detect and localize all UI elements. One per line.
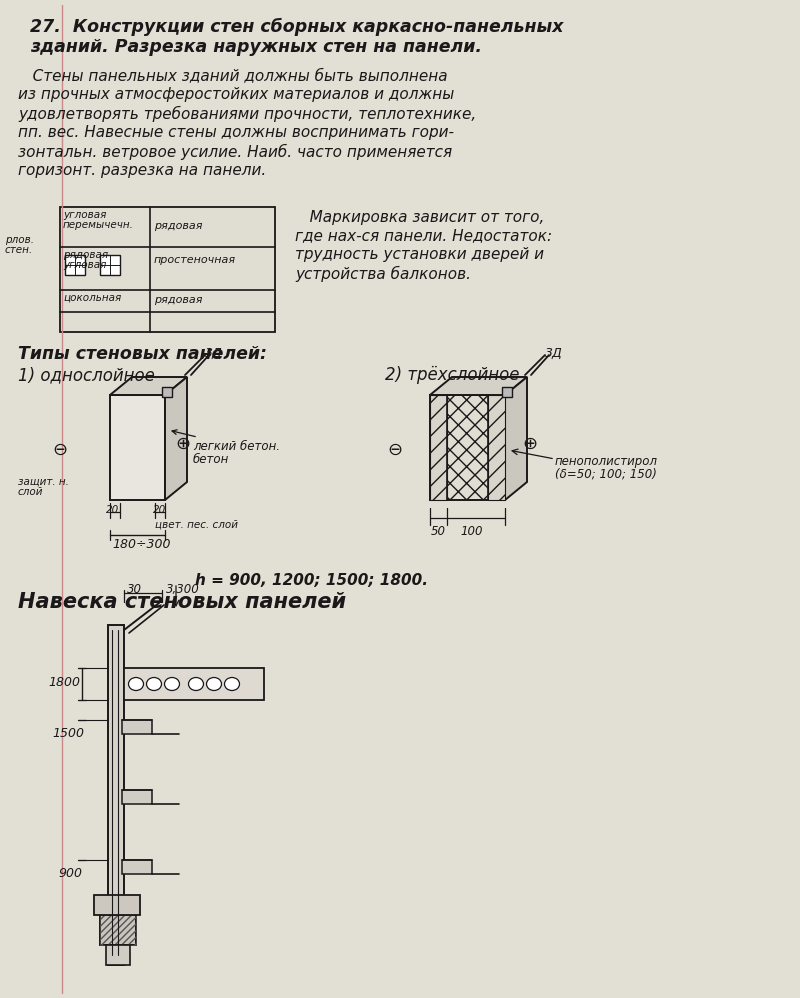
Ellipse shape <box>165 678 179 691</box>
Bar <box>106 945 130 965</box>
Text: 20: 20 <box>153 505 166 515</box>
Text: Маркировка зависит от того,: Маркировка зависит от того, <box>295 210 544 225</box>
Text: рядовая: рядовая <box>154 221 202 231</box>
Ellipse shape <box>146 678 162 691</box>
Text: h = 900, 1200; 1500; 1800.: h = 900, 1200; 1500; 1800. <box>195 573 428 588</box>
Polygon shape <box>488 395 505 500</box>
Bar <box>122 790 152 804</box>
Text: Стены панельных зданий должны быть выполнена: Стены панельных зданий должны быть выпол… <box>18 68 448 83</box>
Bar <box>100 915 136 945</box>
Text: легкий бетон.: легкий бетон. <box>172 430 280 453</box>
Text: Типы стеновых панелей:: Типы стеновых панелей: <box>18 345 267 363</box>
Text: (δ=50; 100; 150): (δ=50; 100; 150) <box>555 468 657 481</box>
Text: 1500: 1500 <box>52 727 84 740</box>
Polygon shape <box>110 377 187 395</box>
Text: 50: 50 <box>431 525 446 538</box>
Text: горизонт. разрезка на панели.: горизонт. разрезка на панели. <box>18 163 266 178</box>
Text: Навеска стеновых панелей: Навеска стеновых панелей <box>18 592 346 612</box>
Polygon shape <box>430 395 447 500</box>
Polygon shape <box>165 377 187 500</box>
Bar <box>100 255 120 275</box>
Text: из прочных атмосферостойких материалов и должны: из прочных атмосферостойких материалов и… <box>18 87 454 102</box>
Text: зонтальн. ветровое усилие. Наиб. часто применяется: зонтальн. ветровое усилие. Наиб. часто п… <box>18 144 452 160</box>
Text: пенополистирол: пенополистирол <box>555 455 658 468</box>
Text: ⊖: ⊖ <box>53 441 67 459</box>
Text: 27.  Конструкции стен сборных каркасно-панельных: 27. Конструкции стен сборных каркасно-па… <box>30 18 563 36</box>
Text: перемычечн.: перемычечн. <box>63 220 134 230</box>
Text: угловая: угловая <box>63 260 106 270</box>
Text: 1) однослойное: 1) однослойное <box>18 366 155 384</box>
Text: удовлетворять требованиями прочности, теплотехнике,: удовлетворять требованиями прочности, те… <box>18 106 476 122</box>
Bar <box>122 860 152 874</box>
Text: 1800: 1800 <box>48 676 80 689</box>
Bar <box>124 668 264 700</box>
Ellipse shape <box>189 678 203 691</box>
Text: трудность установки дверей и: трудность установки дверей и <box>295 247 544 262</box>
Bar <box>108 625 124 965</box>
Text: зданий. Разрезка наружных стен на панели.: зданий. Разрезка наружных стен на панели… <box>30 38 482 56</box>
Polygon shape <box>162 387 172 397</box>
Text: слой: слой <box>18 487 43 497</box>
Ellipse shape <box>206 678 222 691</box>
Text: 180÷300: 180÷300 <box>112 538 170 551</box>
Text: 20: 20 <box>106 505 119 515</box>
Text: цокольная: цокольная <box>63 293 122 303</box>
Text: рядовая: рядовая <box>154 295 202 305</box>
Text: бетон: бетон <box>193 453 230 466</box>
Text: 2) трёхслойное: 2) трёхслойное <box>385 366 519 384</box>
Text: простеночная: простеночная <box>154 255 236 265</box>
Text: пп. вес. Навесные стены должны воспринимать гори-: пп. вес. Навесные стены должны восприним… <box>18 125 454 140</box>
Text: ⊕: ⊕ <box>522 435 538 453</box>
Polygon shape <box>110 395 165 500</box>
Text: рлов.: рлов. <box>5 235 34 245</box>
Text: 3Д: 3Д <box>545 347 562 360</box>
Ellipse shape <box>129 678 143 691</box>
Text: 100: 100 <box>460 525 482 538</box>
Text: ⊕: ⊕ <box>175 435 190 453</box>
Text: стен.: стен. <box>5 245 33 255</box>
Polygon shape <box>502 387 512 397</box>
Bar <box>65 255 85 275</box>
Polygon shape <box>430 395 505 500</box>
Text: 3,300: 3,300 <box>166 583 200 596</box>
Text: устройства балконов.: устройства балконов. <box>295 266 471 282</box>
Bar <box>94 895 140 915</box>
Polygon shape <box>505 377 527 500</box>
Text: защит. н.: защит. н. <box>18 477 69 487</box>
Text: угловая: угловая <box>63 210 106 220</box>
Text: ⊖: ⊖ <box>387 441 402 459</box>
Text: цвет. пес. слой: цвет. пес. слой <box>155 520 238 530</box>
Text: где нах-ся панели. Недостаток:: где нах-ся панели. Недостаток: <box>295 228 552 243</box>
Text: 900: 900 <box>58 867 82 880</box>
Polygon shape <box>60 207 275 332</box>
Bar <box>100 915 136 945</box>
Ellipse shape <box>225 678 239 691</box>
Polygon shape <box>430 377 527 395</box>
Text: 30: 30 <box>127 583 142 596</box>
Text: 3Д: 3Д <box>205 347 222 360</box>
Text: рядовая: рядовая <box>63 250 108 260</box>
Bar <box>122 720 152 734</box>
